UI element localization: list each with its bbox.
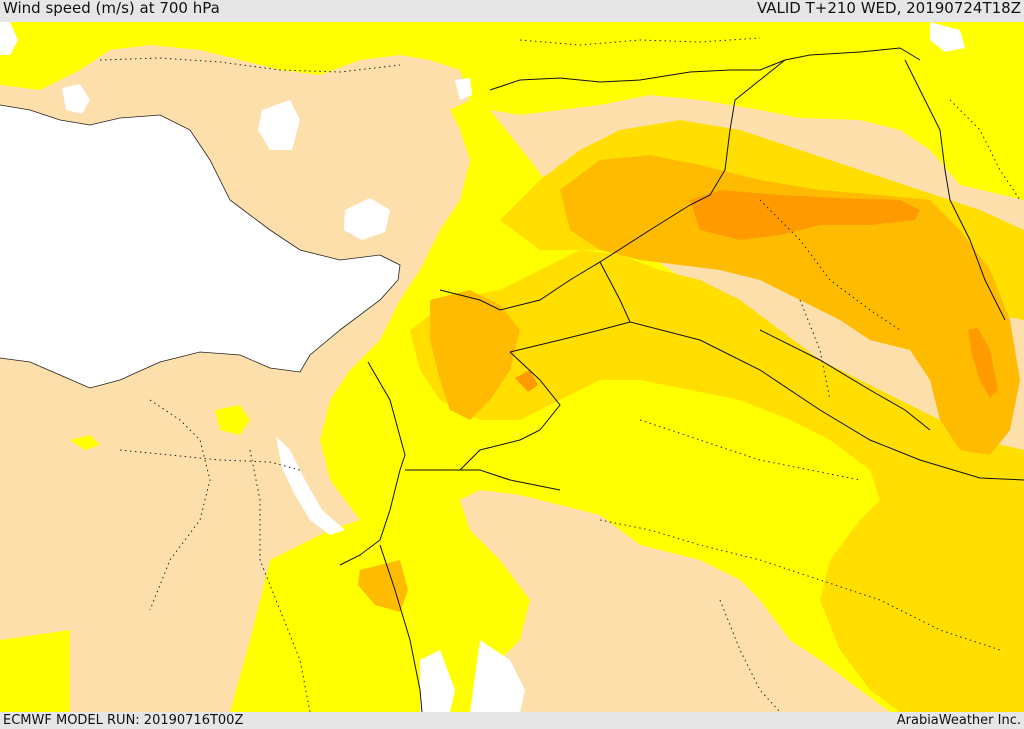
model-run: ECMWF MODEL RUN: 20190716T00Z (3, 713, 244, 728)
iraq-iran-border (904, 59, 1006, 321)
syria-iraq-border (599, 59, 786, 263)
egypt-sudan-border (405, 469, 561, 491)
saudi-admin-3 (719, 599, 781, 713)
lake-gap (344, 198, 390, 240)
strong-wind-iraq (968, 328, 998, 398)
caspian-edge (455, 78, 472, 100)
iran-admin-1 (949, 99, 1021, 201)
footer-bar: ECMWF MODEL RUN: 20190716T00Z ArabiaWeat… (0, 712, 1024, 729)
credit-text: ArabiaWeather Inc. (896, 713, 1021, 728)
saudi-admin-2 (639, 419, 861, 481)
turkey-admin-2 (519, 37, 761, 46)
black-sea-edge (930, 22, 965, 52)
strong-wind-jordan (515, 370, 538, 392)
sinai-red-sea-border (339, 469, 401, 566)
turkey-admin-1 (99, 57, 401, 73)
saudi-yemen-border (379, 544, 423, 713)
light-wind-south-west (0, 630, 70, 712)
map-title: Wind speed (m/s) at 700 hPa (3, 0, 220, 17)
gulf-of-suez (276, 436, 345, 535)
header-bar: Wind speed (m/s) at 700 hPa VALID T+210 … (0, 0, 1024, 22)
saudi-gulf-border (759, 329, 931, 431)
mediterranean-sea (0, 105, 400, 388)
strong-wind-core (690, 190, 920, 240)
mediterranean-coast (0, 104, 401, 389)
saudi-jordan-border (509, 321, 631, 353)
cyprus-gap (258, 100, 300, 150)
red-sea (420, 650, 455, 712)
valid-time: VALID T+210 WED, 20190724T18Z (756, 0, 1021, 17)
aegean-gap (62, 84, 90, 114)
west-edge-island (0, 22, 18, 55)
fresh-wind-band (560, 155, 1020, 455)
light-wind-egypt-north (70, 435, 100, 450)
map-svg (0, 22, 1024, 713)
egypt-israel-border (367, 361, 406, 471)
fresh-wind-jordan (430, 290, 520, 420)
red-sea-east (470, 640, 525, 712)
egypt-admin-2 (149, 399, 211, 611)
jordan-iraq-triangle (459, 351, 561, 471)
light-wind-central (230, 100, 1024, 712)
fresh-wind-egypt (358, 560, 408, 612)
egypt-admin-1 (119, 449, 301, 471)
light-wind-sinai (215, 405, 250, 435)
turkey-syria-border (489, 47, 921, 91)
weather-map (0, 22, 1024, 713)
